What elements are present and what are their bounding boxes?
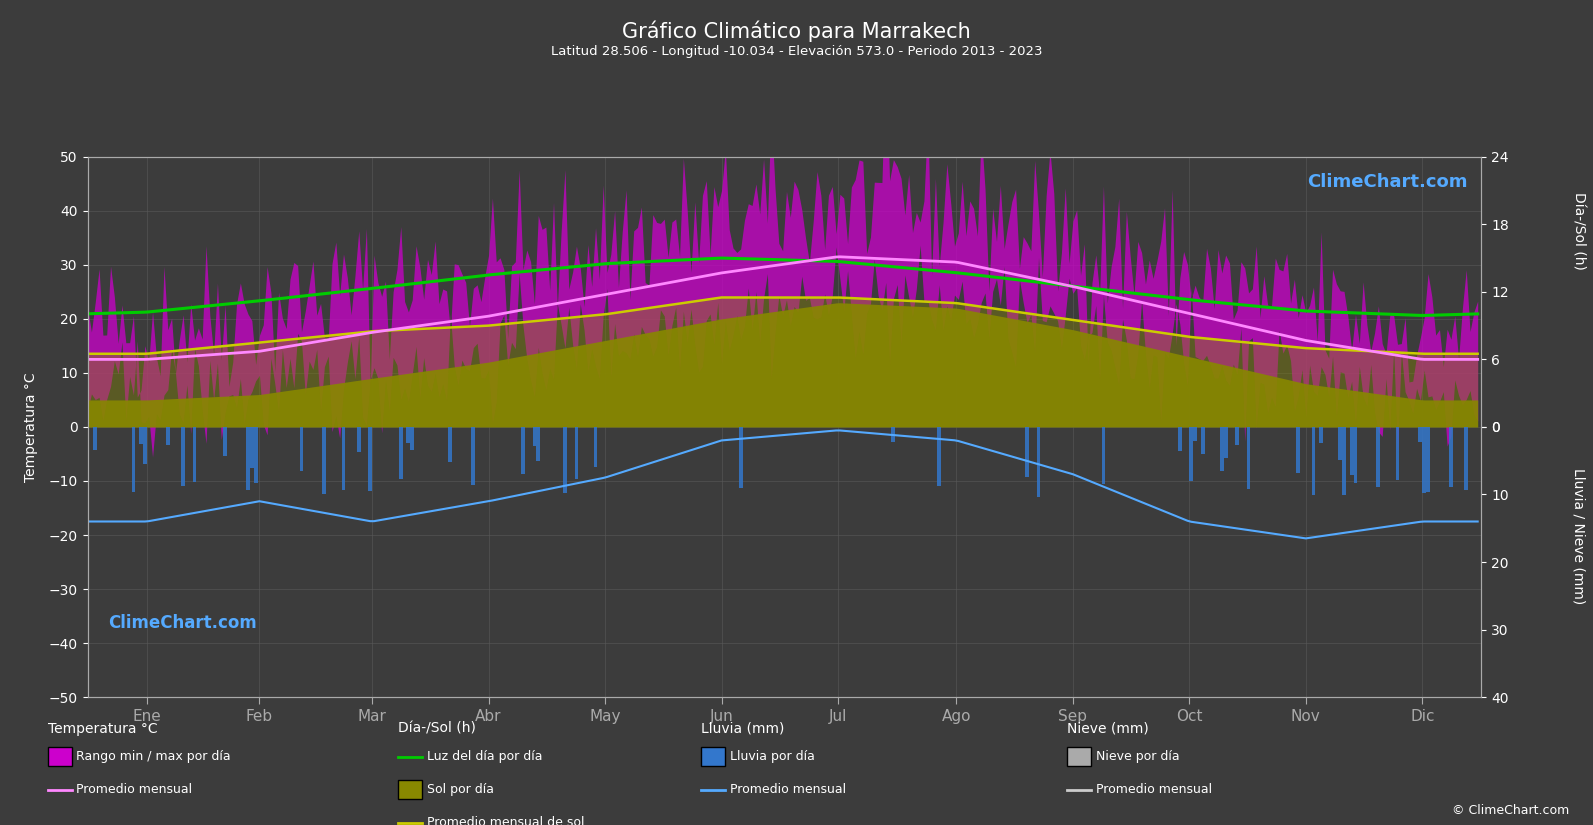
Bar bbox=[322, 427, 327, 494]
Bar bbox=[1190, 427, 1193, 481]
Bar bbox=[406, 427, 411, 442]
Bar bbox=[594, 427, 597, 467]
Bar bbox=[1418, 427, 1423, 442]
Bar bbox=[245, 427, 250, 491]
Bar bbox=[1319, 427, 1324, 443]
Bar bbox=[1376, 427, 1380, 488]
Bar bbox=[250, 427, 253, 468]
Bar bbox=[398, 427, 403, 478]
Bar bbox=[472, 427, 475, 485]
Bar bbox=[1193, 427, 1196, 441]
Bar bbox=[1354, 427, 1357, 483]
Bar bbox=[253, 427, 258, 483]
Bar bbox=[739, 427, 742, 488]
Bar bbox=[1247, 427, 1251, 489]
Bar bbox=[1338, 427, 1343, 460]
Text: ClimeChart.com: ClimeChart.com bbox=[108, 615, 258, 632]
Text: Lluvia / Nieve (mm): Lluvia / Nieve (mm) bbox=[1571, 468, 1585, 605]
Bar bbox=[1349, 427, 1354, 475]
Text: Promedio mensual: Promedio mensual bbox=[730, 783, 846, 796]
Text: Gráfico Climático para Marrakech: Gráfico Climático para Marrakech bbox=[623, 21, 970, 42]
Bar bbox=[537, 427, 540, 460]
Y-axis label: Temperatura °C: Temperatura °C bbox=[24, 372, 38, 482]
Text: Sol por día: Sol por día bbox=[427, 783, 494, 796]
Bar bbox=[357, 427, 360, 452]
Bar bbox=[139, 427, 143, 444]
Bar bbox=[1297, 427, 1300, 474]
Bar bbox=[1343, 427, 1346, 495]
Text: ClimeChart.com: ClimeChart.com bbox=[1306, 173, 1467, 191]
Text: Promedio mensual: Promedio mensual bbox=[1096, 783, 1212, 796]
Bar bbox=[368, 427, 373, 492]
Bar bbox=[341, 427, 346, 490]
Text: © ClimeChart.com: © ClimeChart.com bbox=[1451, 804, 1569, 817]
Bar bbox=[562, 427, 567, 493]
Bar bbox=[132, 427, 135, 493]
Bar bbox=[1311, 427, 1316, 495]
Bar bbox=[449, 427, 452, 462]
Text: Día-/Sol (h): Día-/Sol (h) bbox=[398, 722, 476, 736]
Bar bbox=[1037, 427, 1040, 497]
Bar bbox=[937, 427, 941, 487]
Bar bbox=[143, 427, 147, 464]
Bar bbox=[299, 427, 303, 471]
Bar bbox=[1220, 427, 1223, 470]
Text: Luz del día por día: Luz del día por día bbox=[427, 750, 543, 763]
Text: Día-/Sol (h): Día-/Sol (h) bbox=[1571, 192, 1585, 270]
Bar bbox=[1177, 427, 1182, 451]
Bar bbox=[1426, 427, 1431, 493]
Text: Lluvia (mm): Lluvia (mm) bbox=[701, 722, 784, 736]
Text: Nieve (mm): Nieve (mm) bbox=[1067, 722, 1149, 736]
Text: Latitud 28.506 - Longitud -10.034 - Elevación 573.0 - Periodo 2013 - 2023: Latitud 28.506 - Longitud -10.034 - Elev… bbox=[551, 45, 1042, 59]
Bar bbox=[1223, 427, 1228, 458]
Bar bbox=[193, 427, 196, 482]
Bar bbox=[94, 427, 97, 450]
Text: Lluvia por día: Lluvia por día bbox=[730, 750, 814, 763]
Text: Promedio mensual: Promedio mensual bbox=[76, 783, 193, 796]
Bar bbox=[532, 427, 537, 446]
Text: Nieve por día: Nieve por día bbox=[1096, 750, 1179, 763]
Bar bbox=[166, 427, 170, 446]
Bar bbox=[1026, 427, 1029, 477]
Bar bbox=[892, 427, 895, 442]
Bar bbox=[521, 427, 524, 474]
Bar bbox=[182, 427, 185, 486]
Text: Rango min / max por día: Rango min / max por día bbox=[76, 750, 231, 763]
Bar bbox=[411, 427, 414, 450]
Bar bbox=[1395, 427, 1399, 480]
Bar bbox=[1235, 427, 1239, 445]
Bar bbox=[575, 427, 578, 479]
Bar bbox=[1450, 427, 1453, 487]
Text: Temperatura °C: Temperatura °C bbox=[48, 722, 158, 736]
Bar bbox=[223, 427, 228, 456]
Bar bbox=[1423, 427, 1426, 493]
Bar bbox=[1101, 427, 1106, 484]
Bar bbox=[1464, 427, 1469, 489]
Text: Promedio mensual de sol: Promedio mensual de sol bbox=[427, 816, 585, 825]
Bar bbox=[1201, 427, 1204, 455]
